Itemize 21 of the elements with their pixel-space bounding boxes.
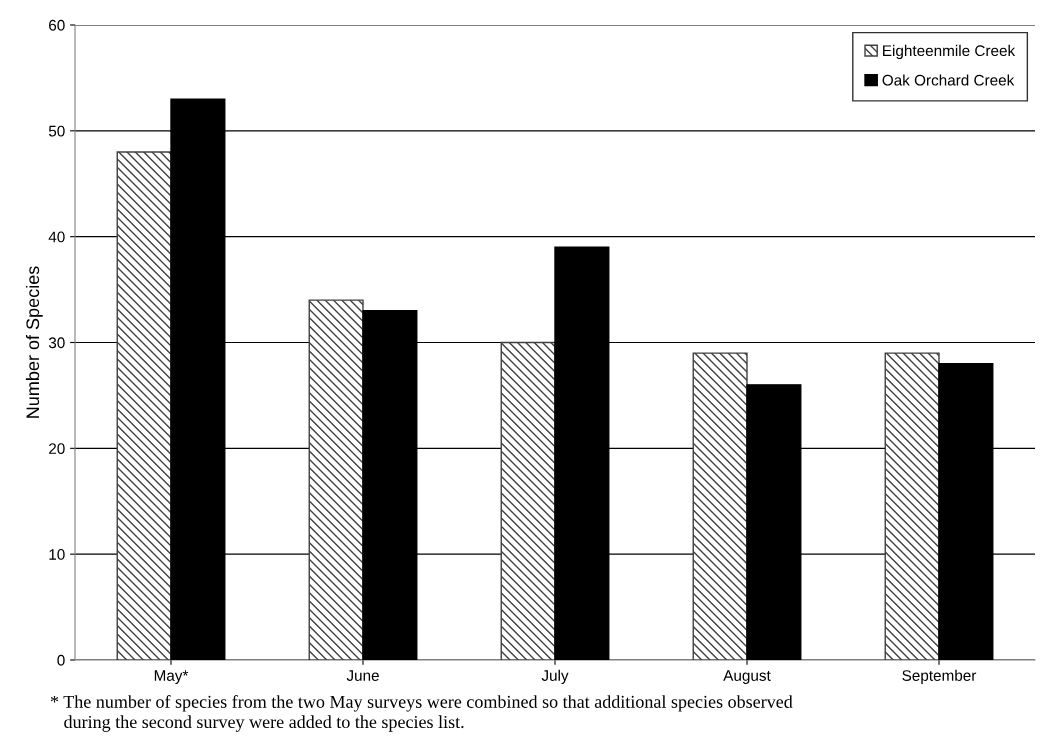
bar [308, 299, 364, 660]
legend-label: Eighteenmile Creek [883, 44, 1016, 60]
y-tick-label: 60 [49, 19, 65, 31]
y-axis-title: Number of Species [25, 266, 43, 418]
bar [692, 352, 748, 660]
y-tick-label: 0 [57, 654, 65, 666]
y-tick-label: 20 [49, 443, 65, 455]
x-tick-label: June [346, 670, 379, 681]
x-tick-label: May* [154, 670, 189, 684]
x-tick-label: September [902, 669, 977, 684]
bar [116, 151, 172, 660]
x-tick-label: August [723, 670, 771, 684]
y-tick-label: 30 [48, 337, 65, 349]
y-tick-label: 40 [48, 231, 65, 243]
bar [884, 352, 940, 660]
bar [500, 341, 556, 660]
legend-label: Oak Orchard Creek [882, 74, 1015, 86]
y-tick-label: 10 [49, 549, 65, 560]
y-tick-label: 50 [48, 125, 65, 137]
x-tick-label: July [541, 669, 569, 684]
text: * The number of species from the two May surveys were combined so that additional species observed during the second survey were added to the species list. [50, 695, 793, 732]
